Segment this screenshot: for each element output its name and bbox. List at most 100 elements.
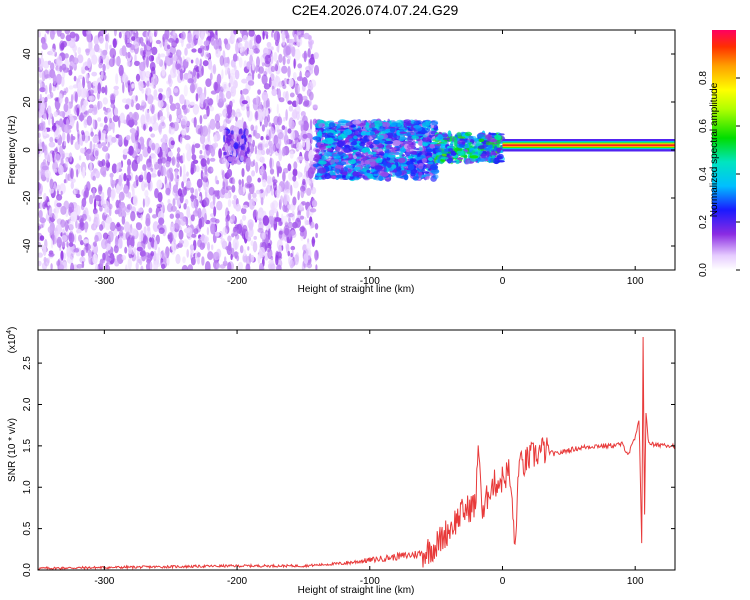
spectrogram-cell <box>100 70 104 80</box>
spectrogram-cell <box>142 146 149 158</box>
spectrogram-cell <box>384 140 394 145</box>
spectrogram-cell <box>256 108 263 121</box>
spectrogram-cell <box>190 187 195 194</box>
spectrogram-cell <box>477 158 486 162</box>
spectrogram-cell <box>223 151 227 156</box>
spectrogram-cell <box>210 223 216 235</box>
spectrogram-cell <box>265 47 271 56</box>
spectrogram-cell <box>452 136 458 142</box>
spectrogram-cell <box>266 41 272 48</box>
spectrogram-cell <box>179 94 185 105</box>
spectrogram-cell <box>379 151 384 154</box>
spectrogram-cell <box>152 221 159 233</box>
spectrogram-cell <box>68 85 74 90</box>
spectrogram-cell <box>434 143 442 147</box>
spectrogram-cell <box>142 50 146 56</box>
spectrogram-cell <box>270 65 276 73</box>
spectrogram-cell <box>296 30 303 38</box>
spectrogram-cell <box>63 179 67 184</box>
spectrogram-cell <box>276 103 279 114</box>
spectrogram-cell <box>223 121 227 127</box>
spectrogram-cell <box>166 44 171 50</box>
spectrogram-cell <box>50 92 54 98</box>
spectrogram-cell <box>95 170 100 179</box>
spectrogram-cell <box>248 193 252 201</box>
spectrogram-cell <box>407 163 415 171</box>
spectrogram-cell <box>152 154 157 165</box>
spectrogram-cell <box>209 118 216 130</box>
spectrogram-cell <box>275 189 281 197</box>
spectrogram-cell <box>263 83 271 90</box>
spectrogram-cell <box>352 171 358 177</box>
spectrogram-cell <box>169 213 174 219</box>
spectrogram-cell <box>290 230 296 236</box>
spectrogram-cell <box>74 52 77 58</box>
spectrogram-cell <box>292 168 298 177</box>
spectrogram-cell <box>207 59 213 70</box>
spectrogram-cell <box>127 150 134 155</box>
spectrogram-cell <box>206 157 210 165</box>
spectrogram-cell <box>386 163 392 168</box>
spectrogram-cell <box>292 175 297 182</box>
spectrogram-cell <box>149 261 153 270</box>
spectrogram-cell <box>247 246 250 251</box>
spectrogram-cell <box>421 169 426 172</box>
spectrogram-cell <box>427 157 434 162</box>
spectrogram-cell <box>70 262 75 270</box>
spectrogram-cell <box>99 224 104 231</box>
spectrogram-cell <box>376 144 384 148</box>
spectrogram-cell <box>69 113 74 123</box>
spectrogram-cell <box>191 48 197 53</box>
spectrogram-cell <box>140 114 146 126</box>
spectrogram-cell <box>194 143 201 149</box>
spectrogram-cell <box>127 191 132 199</box>
spectrogram-cell <box>68 233 75 244</box>
spectrogram-cell <box>429 173 434 177</box>
spectrogram-cell <box>392 140 401 147</box>
snr-x-tick-label: 0 <box>500 576 506 587</box>
spectrogram-cell <box>292 72 297 80</box>
spectrogram-cell <box>88 89 94 95</box>
spectrogram-cell <box>312 104 318 109</box>
spectrogram-cell <box>108 58 115 68</box>
spectrogram-cell <box>468 147 474 150</box>
spectrogram-cell <box>286 236 290 244</box>
spectrogram-cell <box>183 72 190 80</box>
spectrogram-cell <box>88 108 93 114</box>
spectrogram-cell <box>223 193 231 199</box>
spectrogram-cell <box>427 161 434 165</box>
spectrogram-cell <box>289 92 295 98</box>
spectrogram-cell <box>203 197 210 207</box>
spectrogram-cell <box>139 105 143 111</box>
spectrogram-cell <box>101 86 106 94</box>
spectrogram-cell <box>70 211 76 222</box>
spectrogram-cell <box>225 185 232 191</box>
spectrogram-cell <box>73 75 77 82</box>
spectrogram-cell <box>337 161 347 166</box>
spectrogram-cell <box>254 145 258 155</box>
spectrogram-cell <box>442 153 447 157</box>
spectrogram-cell <box>94 43 100 53</box>
spectrogram-cell <box>313 52 319 60</box>
spectrogram-cell <box>161 157 167 164</box>
spectrogram-cell <box>277 132 284 140</box>
spectrogram-cell <box>56 55 63 66</box>
spectrogram-cell <box>396 168 401 172</box>
spectrogram-cell <box>213 142 219 148</box>
spectrogram-cell <box>167 172 174 183</box>
spectrogram-cell <box>38 181 41 191</box>
spectrogram-cell <box>63 200 70 210</box>
spectrogram-cell <box>469 155 479 159</box>
spectrogram-cell <box>231 99 235 104</box>
spectrogram-cell <box>47 226 53 234</box>
spectrogram-cell <box>176 147 181 153</box>
spectrogram-cell <box>139 61 146 72</box>
spectrogram-cell <box>115 56 121 66</box>
spectrogram-cell <box>314 249 319 261</box>
spectrogram-cell <box>406 169 412 173</box>
spectrogram-cell <box>179 68 184 81</box>
spectrogram-cell <box>218 148 223 159</box>
spectrogram-cell <box>215 30 218 36</box>
spectrogram-cell <box>302 178 306 186</box>
spectrogram-cell <box>374 120 383 127</box>
